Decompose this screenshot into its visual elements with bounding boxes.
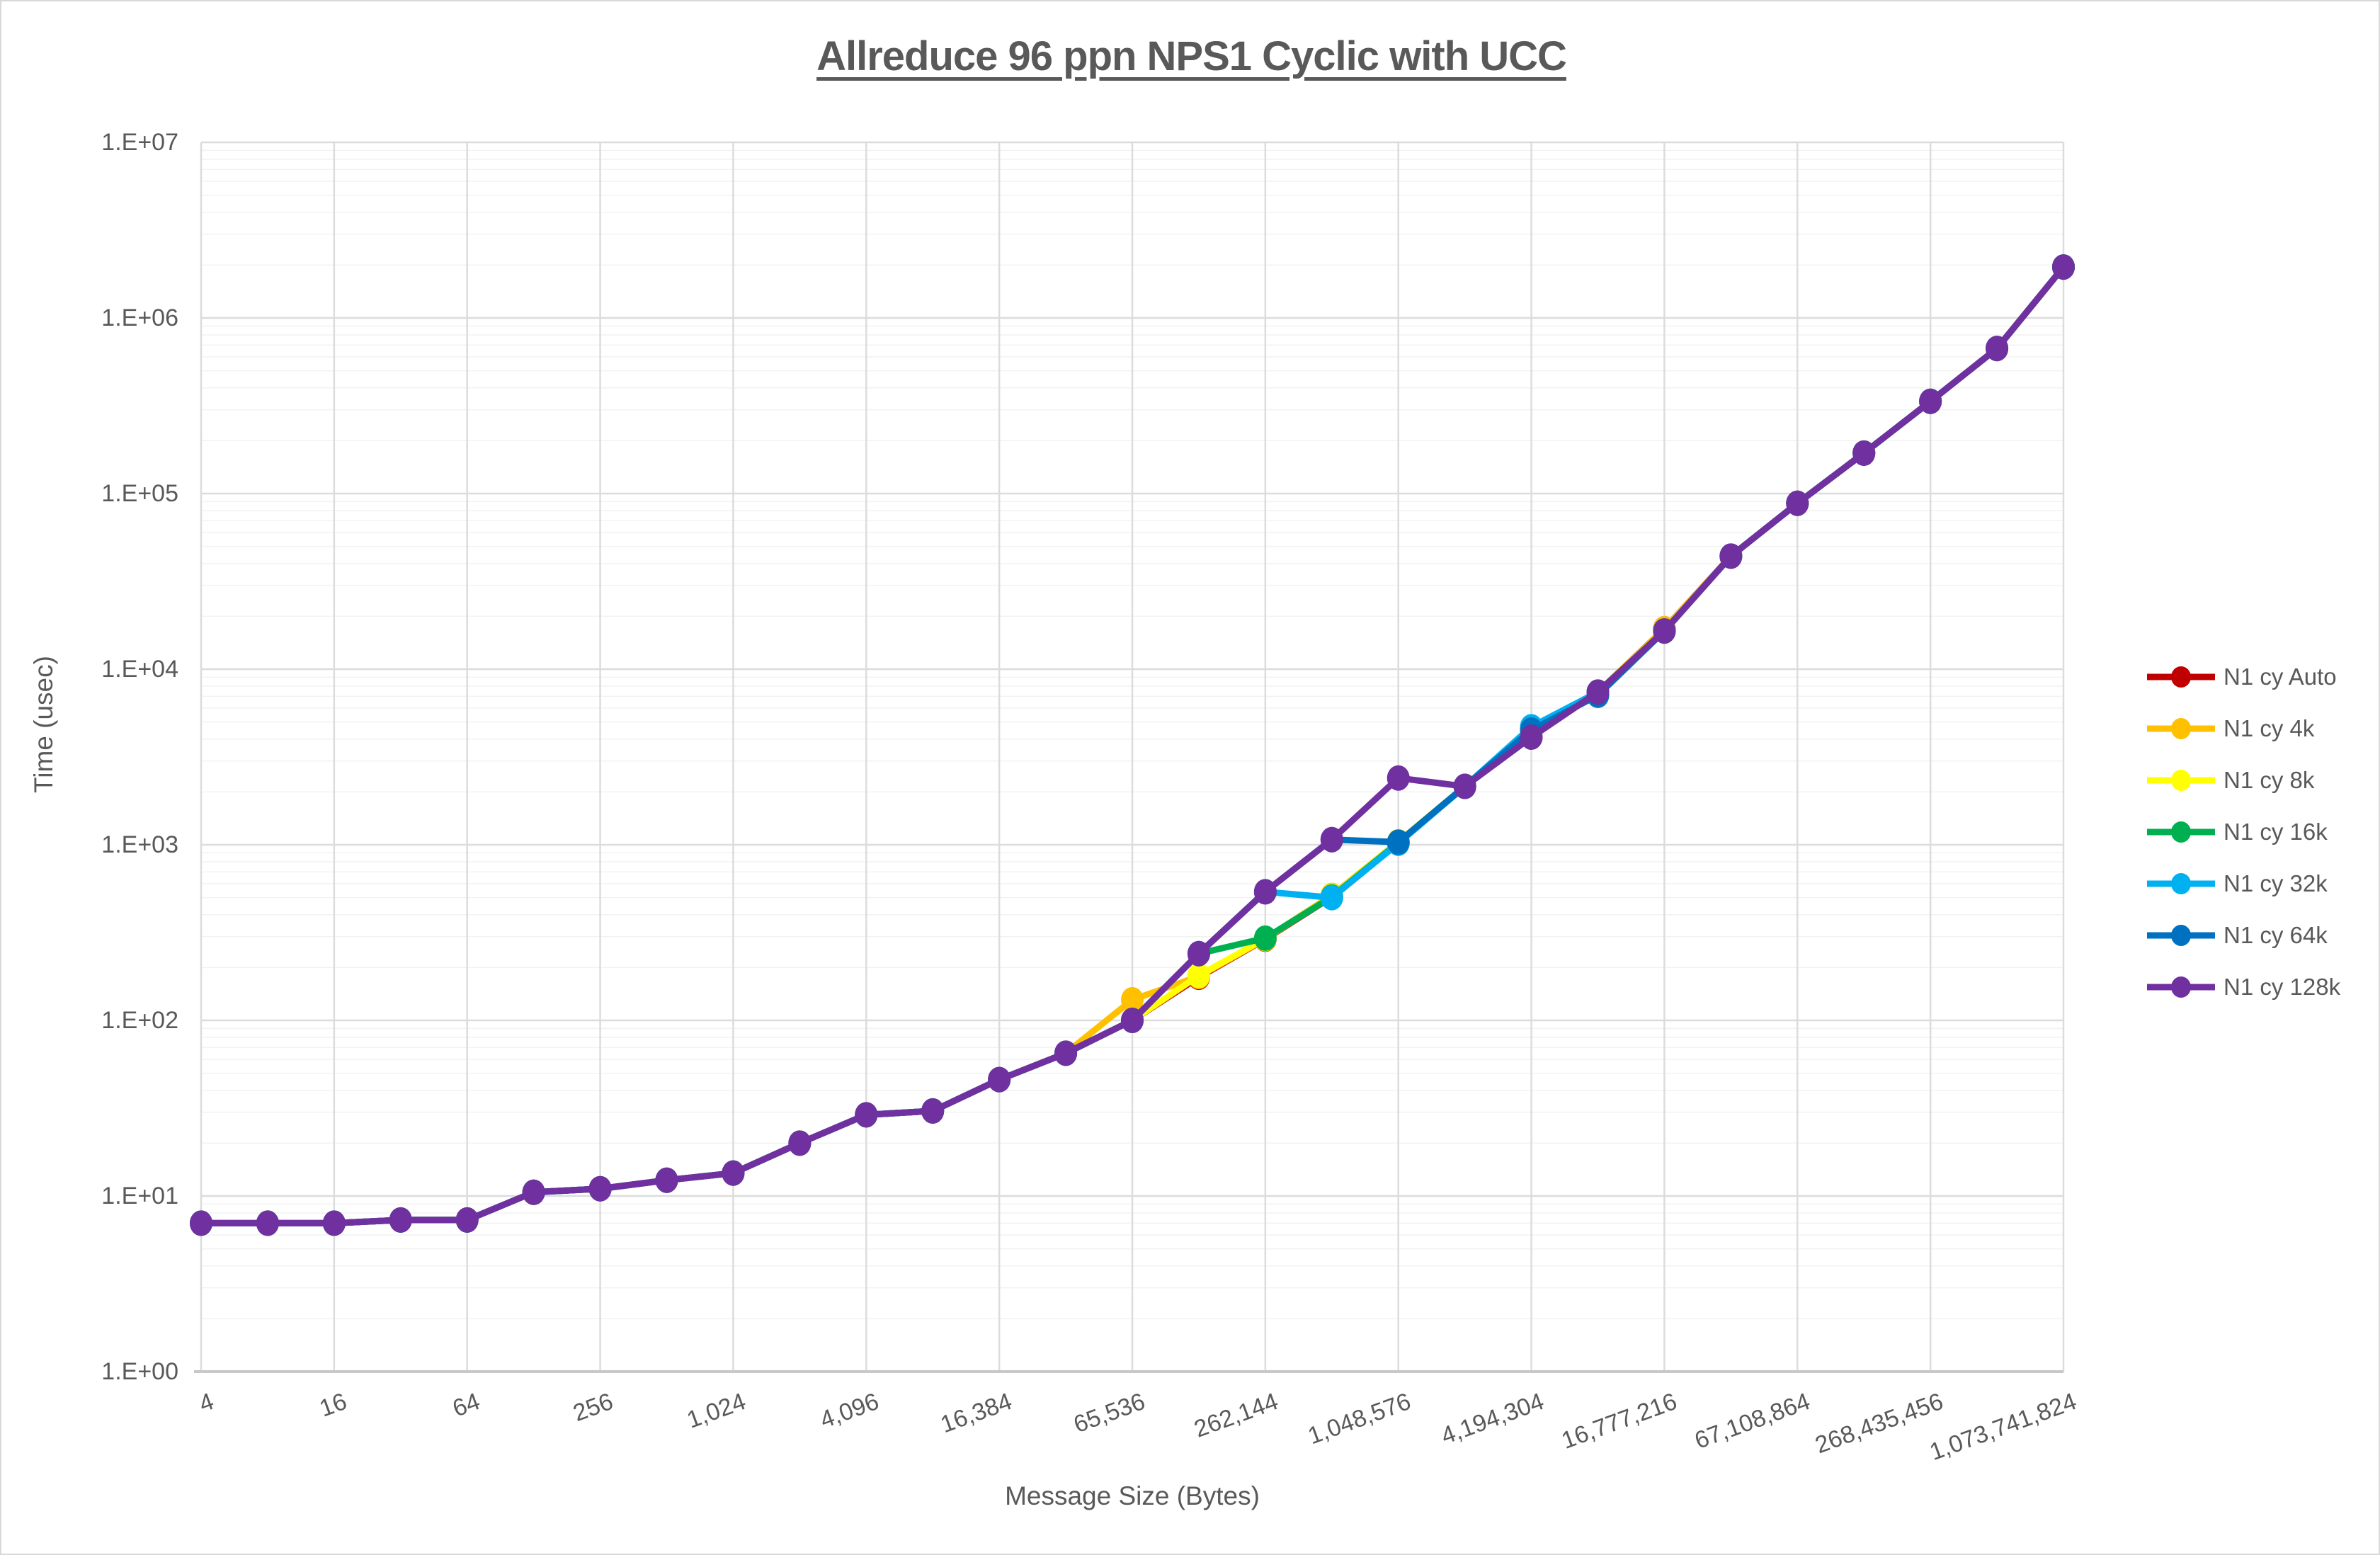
y-tick-label: 1.E+05	[101, 480, 178, 507]
legend-marker-icon	[2171, 821, 2191, 843]
y-tick-label: 1.E+04	[101, 656, 178, 683]
legend-swatch-icon	[2147, 769, 2215, 791]
y-tick-label: 1.E+03	[101, 831, 178, 858]
legend-marker-icon	[2171, 872, 2191, 894]
y-tick-label: 1.E+00	[101, 1358, 178, 1385]
legend-swatch-icon	[2147, 666, 2215, 688]
y-tick-label: 1.E+06	[101, 304, 178, 331]
data-point-N1 cy 128k	[1586, 679, 1610, 705]
legend-item-n1-cy-4k: N1 cy 4k	[2146, 702, 2340, 754]
data-point-N1 cy 128k	[1453, 773, 1476, 799]
data-point-N1 cy 128k	[1320, 826, 1343, 853]
legend-swatch-icon	[2147, 717, 2215, 739]
legend-swatch-icon	[2147, 924, 2215, 946]
data-point-N1 cy 128k	[1986, 336, 2009, 362]
data-point-N1 cy 16k	[1253, 925, 1277, 951]
data-point-N1 cy 128k	[921, 1098, 945, 1124]
legend-item-n1-cy-64k: N1 cy 64k	[2146, 909, 2340, 961]
data-point-N1 cy 128k	[2052, 254, 2075, 280]
data-point-N1 cy 128k	[1786, 490, 1809, 516]
legend-swatch-icon	[2147, 976, 2215, 998]
legend-item-n1-cy-128k: N1 cy 128k	[2146, 961, 2340, 1013]
legend-marker-icon	[2171, 976, 2191, 998]
legend-label: N1 cy 8k	[2224, 766, 2315, 793]
legend-label: N1 cy 64k	[2224, 921, 2328, 948]
chart-title: Allreduce 96 ppn NPS1 Cyclic with UCC	[816, 33, 1567, 79]
legend-marker-icon	[2171, 924, 2191, 946]
legend-swatch-icon	[2147, 872, 2215, 894]
data-point-N1 cy 128k	[322, 1210, 346, 1236]
legend-label: N1 cy 16k	[2224, 818, 2328, 845]
data-point-N1 cy 128k	[1653, 618, 1676, 644]
legend-label: N1 cy 32k	[2224, 870, 2328, 896]
data-point-N1 cy 128k	[1520, 724, 1543, 751]
data-point-N1 cy 128k	[1919, 388, 1942, 414]
legend-item-n1-cy-auto: N1 cy Auto	[2146, 651, 2340, 702]
data-point-N1 cy 128k	[788, 1130, 812, 1156]
data-point-N1 cy 128k	[1253, 879, 1277, 905]
legend-item-n1-cy-32k: N1 cy 32k	[2146, 858, 2340, 909]
data-point-N1 cy 128k	[655, 1167, 678, 1193]
data-point-N1 cy 128k	[722, 1160, 745, 1186]
legend-label: N1 cy Auto	[2224, 663, 2337, 690]
data-point-N1 cy 128k	[190, 1210, 212, 1236]
data-point-N1 cy 128k	[389, 1207, 412, 1233]
data-point-N1 cy 128k	[588, 1175, 612, 1202]
data-point-N1 cy 4k	[1121, 986, 1144, 1013]
data-point-N1 cy 128k	[1387, 765, 1410, 791]
x-axis-title: Message Size (Bytes)	[1005, 1481, 1260, 1510]
legend-label: N1 cy 128k	[2224, 973, 2341, 1000]
legend-marker-icon	[2171, 717, 2191, 739]
data-point-N1 cy 128k	[455, 1207, 479, 1233]
data-point-N1 cy 128k	[522, 1179, 545, 1205]
data-point-N1 cy 128k	[855, 1102, 878, 1128]
data-point-N1 cy 128k	[1187, 940, 1210, 967]
data-point-N1 cy 128k	[1121, 1008, 1144, 1033]
legend-item-n1-cy-8k: N1 cy 8k	[2146, 754, 2340, 806]
y-tick-label: 1.E+07	[101, 129, 178, 156]
data-point-N1 cy 8k	[1187, 962, 1210, 989]
y-tick-label: 1.E+01	[101, 1183, 178, 1209]
legend-label: N1 cy 4k	[2224, 714, 2315, 741]
data-point-N1 cy 64k	[1387, 829, 1410, 855]
data-point-N1 cy 128k	[1054, 1040, 1078, 1066]
data-point-N1 cy 128k	[1852, 440, 1876, 466]
y-axis-title: Time (usec)	[29, 656, 58, 793]
data-point-N1 cy 128k	[1719, 543, 1743, 569]
legend-item-n1-cy-16k: N1 cy 16k	[2146, 806, 2340, 858]
legend-swatch-icon	[2147, 821, 2215, 843]
legend: N1 cy Auto N1 cy 4k N1 cy 8k N1 cy 16k N1 cy…	[2146, 651, 2340, 1013]
data-point-N1 cy 32k	[1320, 884, 1343, 911]
y-tick-label: 1.E+02	[101, 1007, 178, 1034]
data-point-N1 cy 128k	[988, 1066, 1011, 1093]
data-point-N1 cy 128k	[256, 1210, 279, 1236]
legend-marker-icon	[2171, 769, 2191, 791]
legend-marker-icon	[2171, 666, 2191, 688]
